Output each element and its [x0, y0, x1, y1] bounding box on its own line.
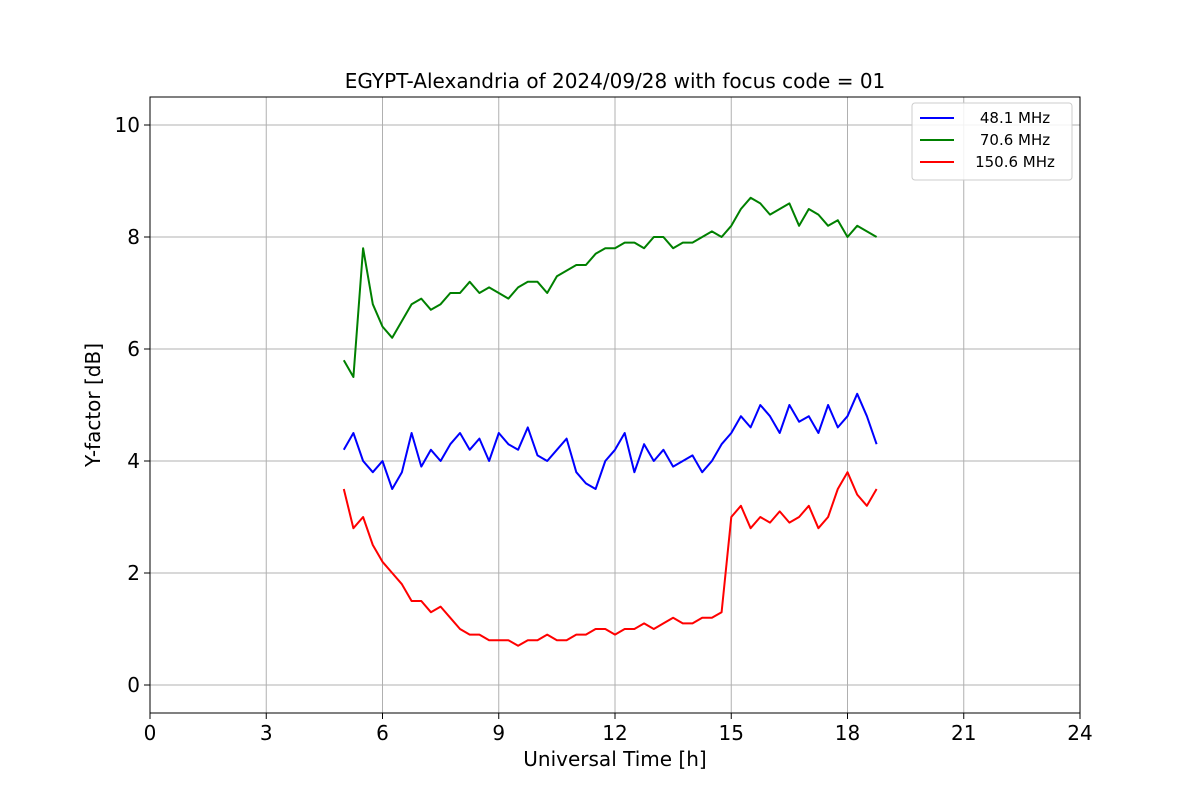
legend-label-0: 48.1 MHz [980, 109, 1050, 127]
y-tick-label: 6 [127, 337, 140, 361]
x-tick-label: 18 [835, 721, 860, 745]
y-tick-label: 10 [115, 113, 140, 137]
y-tick-label: 0 [127, 673, 140, 697]
y-tick-label: 2 [127, 561, 140, 585]
x-axis-title: Universal Time [h] [523, 747, 706, 771]
legend-box [911, 102, 1073, 181]
y-tick-label: 4 [127, 449, 140, 473]
x-tick-label: 21 [951, 721, 976, 745]
series-line-2 [342, 471, 878, 647]
x-tick-label: 0 [144, 721, 157, 745]
y-tick-label: 8 [127, 225, 140, 249]
x-tick-label: 6 [376, 721, 389, 745]
y-axis-title: Y-factor [dB] [81, 343, 105, 468]
legend-label-1: 70.6 MHz [980, 131, 1050, 149]
x-tick-label: 3 [260, 721, 273, 745]
chart-title: EGYPT-Alexandria of 2024/09/28 with focu… [345, 69, 886, 93]
legend: 48.1 MHz 70.6 MHz 150.6 MHz [911, 102, 1073, 181]
series-line-0 [342, 392, 878, 490]
legend-label-2: 150.6 MHz [975, 153, 1055, 171]
series-layer [342, 196, 878, 647]
x-tick-label: 15 [719, 721, 744, 745]
x-tick-label: 24 [1067, 721, 1092, 745]
x-tick-label: 9 [492, 721, 505, 745]
x-tick-label: 12 [602, 721, 627, 745]
series-line-1 [342, 196, 878, 378]
